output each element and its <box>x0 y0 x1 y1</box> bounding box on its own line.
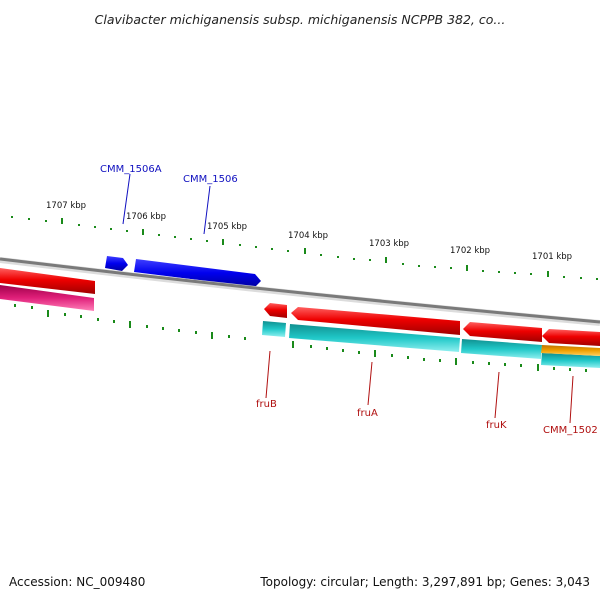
gene-label-fruk[interactable]: fruK <box>486 420 507 431</box>
scale-label-1705: 1705 kbp <box>207 222 247 232</box>
gene-label-frub[interactable]: fruB <box>256 399 277 410</box>
bottom-scale-ticks <box>14 304 587 372</box>
gene-frub-red[interactable] <box>264 303 287 318</box>
gene-cmm-1506a[interactable] <box>105 256 128 271</box>
gene-left-magenta[interactable] <box>0 285 94 311</box>
scale-labels: 1707 kbp 1706 kbp 1705 kbp 1704 kbp 1703… <box>46 201 572 262</box>
top-scale-ticks <box>11 216 598 280</box>
left-genes <box>0 268 95 311</box>
gene-label-frua[interactable]: fruA <box>357 408 378 419</box>
scale-label-1706: 1706 kbp <box>126 212 166 222</box>
scale-label-1704: 1704 kbp <box>288 231 328 241</box>
scale-label-1702: 1702 kbp <box>450 246 490 256</box>
gene-frua-cyan[interactable] <box>289 324 460 352</box>
gene-frub-cyan[interactable] <box>262 321 286 337</box>
cyan-genes <box>262 321 600 368</box>
genome-backbone <box>0 257 600 326</box>
gene-cmm-1502-red[interactable] <box>542 329 600 346</box>
map-title: Clavibacter michiganensis subsp. michiga… <box>95 12 506 27</box>
gene-label-cmm-1506a[interactable]: CMM_1506A <box>100 164 162 175</box>
gene-fruk-cyan[interactable] <box>461 339 542 359</box>
gene-cmm-1502-cyan[interactable] <box>541 353 600 368</box>
gene-frua-red[interactable] <box>291 307 460 335</box>
gene-cmm-1502-orange[interactable] <box>541 345 600 356</box>
gene-fruk-red[interactable] <box>463 322 542 342</box>
reverse-red-genes <box>264 303 600 346</box>
scale-label-1703: 1703 kbp <box>369 239 409 249</box>
gene-label-cmm-1502[interactable]: CMM_1502 <box>543 425 598 436</box>
scale-label-1707: 1707 kbp <box>46 201 86 211</box>
gene-left-red[interactable] <box>0 268 95 294</box>
top-gene-leaders <box>122 173 211 235</box>
forward-genes <box>105 256 261 287</box>
gene-cmm-1506[interactable] <box>134 259 261 287</box>
gene-label-cmm-1506[interactable]: CMM_1506 <box>183 174 238 185</box>
bottom-gene-leaders <box>265 350 574 424</box>
scale-label-1701: 1701 kbp <box>532 252 572 262</box>
accession-text: Accession: NC_009480 <box>9 575 145 589</box>
topology-text: Topology: circular; Length: 3,297,891 bp… <box>259 575 590 589</box>
